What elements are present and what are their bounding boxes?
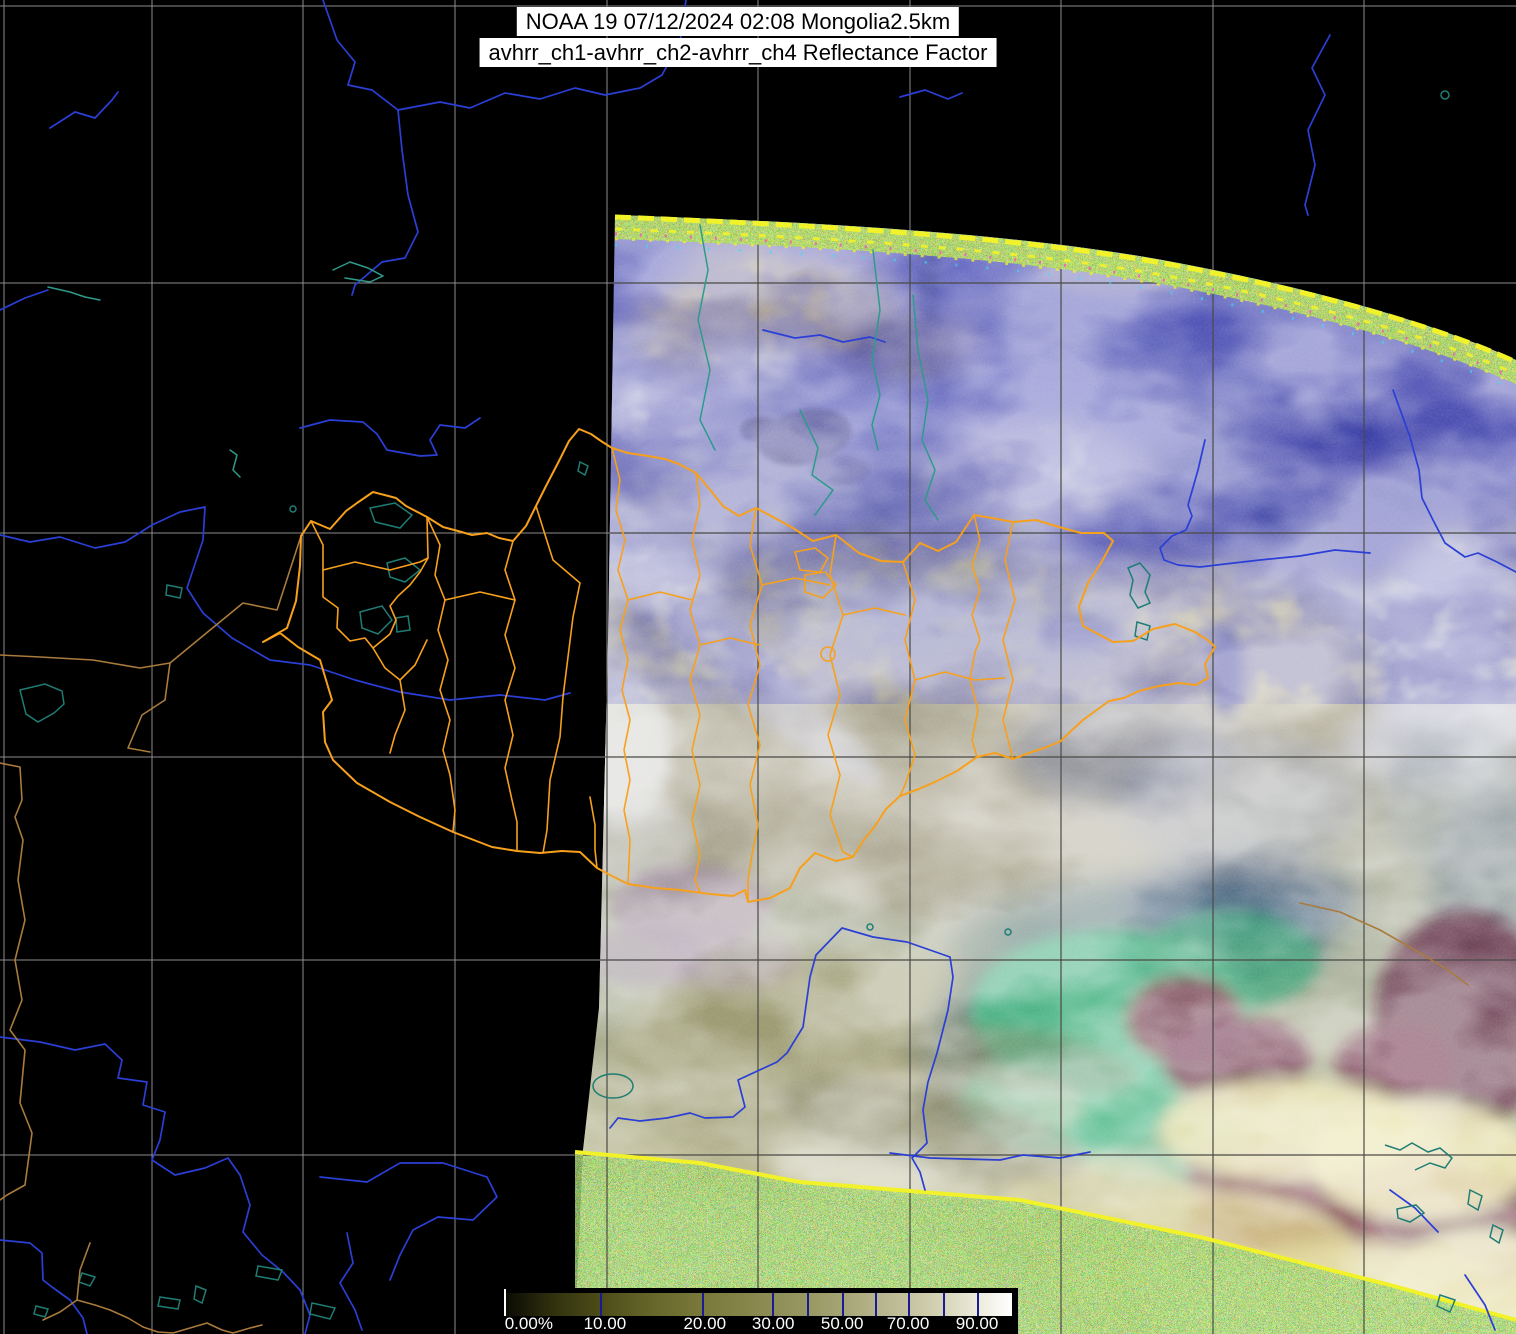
sensor-grain-texture xyxy=(575,215,1516,1334)
colorbar-label: 50.00 xyxy=(820,1314,864,1333)
image-title-line1: NOAA 19 07/12/2024 02:08 Mongolia2.5km xyxy=(516,7,960,36)
colorbar-tick xyxy=(875,1293,878,1316)
colorbar-tick xyxy=(702,1293,705,1316)
colorbar-label: 90.00 xyxy=(955,1314,999,1333)
terminator-noise-boundary xyxy=(574,1150,1516,1322)
colorbar-zero-tick xyxy=(504,1289,506,1316)
mongolia-outer-border xyxy=(262,428,1216,903)
colorbar-label: 20.00 xyxy=(683,1314,727,1333)
mongolia-borders xyxy=(262,428,1216,903)
colorbar-tick xyxy=(943,1293,946,1316)
reflectance-colorbar: 0.00% 10.00 20.00 30.00 50.00 70.00 90.00 xyxy=(490,1288,1018,1334)
country-borders-tan xyxy=(0,535,1469,1334)
colorbar-ticks xyxy=(505,1293,1012,1316)
rivers-teal xyxy=(47,224,939,521)
colorbar-tick xyxy=(977,1293,980,1316)
colorbar-labels: 0.00% 10.00 20.00 30.00 50.00 70.00 90.00 xyxy=(505,1314,1012,1334)
colorbar-tick xyxy=(599,1293,602,1316)
colorbar-label: 10.00 xyxy=(583,1314,627,1333)
colorbar-gradient xyxy=(505,1293,1012,1316)
colorbar-tick xyxy=(842,1293,845,1316)
colorbar-label: 30.00 xyxy=(751,1314,795,1333)
colorbar-tick xyxy=(807,1293,810,1316)
colorbar-tick xyxy=(908,1293,911,1316)
aimag-borders xyxy=(310,447,1016,903)
lake-outlines xyxy=(19,90,1504,1320)
image-title-line2: avhrr_ch1-avhrr_ch2-avhrr_ch4 Reflectanc… xyxy=(479,38,997,67)
colorbar-tick xyxy=(772,1293,775,1316)
colorbar-label: 0.00% xyxy=(504,1314,553,1333)
colorbar-label: 70.00 xyxy=(886,1314,930,1333)
